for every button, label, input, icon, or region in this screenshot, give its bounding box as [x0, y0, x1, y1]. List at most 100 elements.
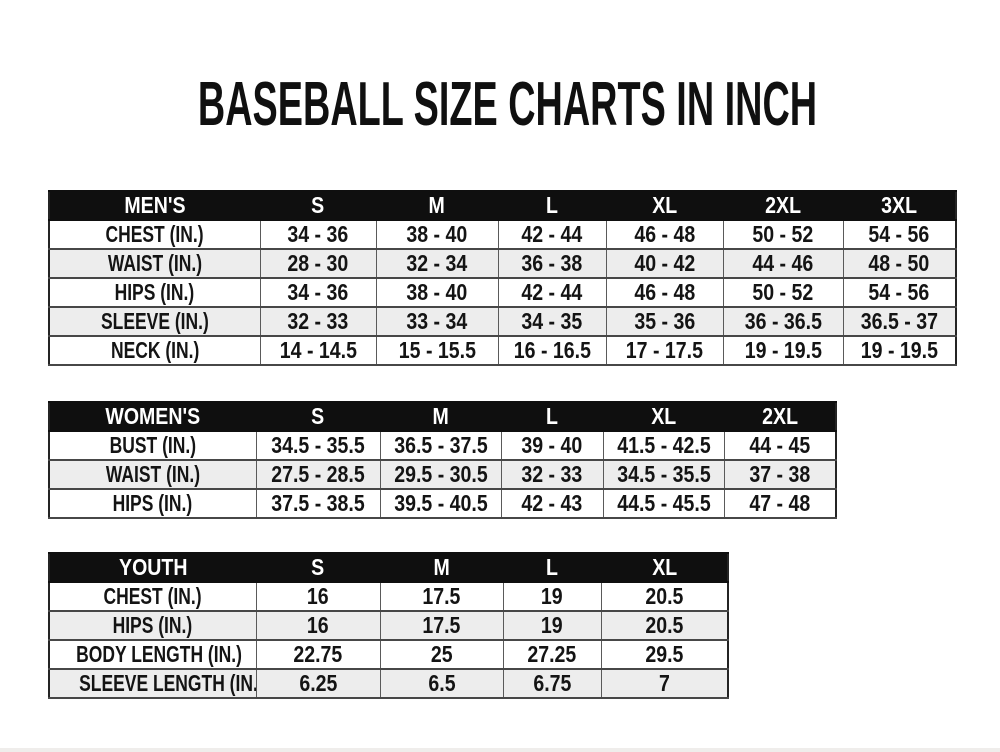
measurement-row: HIPS (IN.) 37.5 - 38.5 39.5 - 40.5 42 - 43 4…	[48, 488, 837, 519]
measurement-label-cell: CHEST (IN.)	[48, 219, 261, 250]
size-value-cell: 29.5	[600, 639, 729, 670]
measurement-label-text: NECK (IN.)	[110, 337, 199, 363]
size-value-text: 6.5	[427, 670, 456, 696]
size-value-text: 36 - 36.5	[744, 308, 822, 334]
measurement-label-cell: SLEEVE (IN.)	[48, 306, 261, 337]
size-value-text: 16 - 16.5	[513, 337, 591, 363]
size-column-header: M	[379, 401, 502, 432]
measurement-label-text: HIPS (IN.)	[112, 490, 193, 516]
size-value-text: 14 - 14.5	[279, 337, 357, 363]
size-value-text: 15 - 15.5	[398, 337, 476, 363]
size-value-text: 34 - 36	[287, 221, 349, 247]
size-column-header: L	[500, 401, 604, 432]
size-value-cell: 6.5	[379, 668, 504, 699]
size-value-cell: 38 - 40	[375, 219, 499, 250]
header-cell-text: MEN'S	[124, 192, 186, 218]
page-title-text: BASEBALL SIZE CHARTS IN INCH	[197, 70, 818, 139]
size-value-cell: 25	[379, 639, 504, 670]
size-value-text: 40 - 42	[634, 250, 695, 276]
size-value-cell: 39 - 40	[500, 430, 604, 461]
table-title-cell: MEN'S	[48, 190, 261, 221]
header-cell-text: L	[546, 403, 558, 429]
size-column-header: M	[375, 190, 499, 221]
size-value-text: 6.25	[298, 670, 338, 696]
header-cell-text: 3XL	[881, 192, 918, 218]
measurement-row: SLEEVE (IN.) 32 - 33 33 - 34 34 - 35 35 - 36…	[48, 306, 957, 337]
size-value-text: 16	[307, 612, 329, 638]
measurement-label-text: SLEEVE LENGTH (IN.)	[79, 670, 256, 696]
size-value-cell: 39.5 - 40.5	[379, 488, 502, 519]
size-value-text: 46 - 48	[634, 279, 695, 305]
size-value-text: 27.25	[527, 641, 577, 667]
size-value-cell: 46 - 48	[605, 219, 724, 250]
size-value-cell: 7	[600, 668, 729, 699]
size-value-text: 6.75	[532, 670, 572, 696]
size-value-text: 25	[430, 641, 453, 667]
size-value-text: 44 - 45	[749, 432, 811, 458]
size-value-cell: 44 - 45	[723, 430, 837, 461]
size-value-cell: 37 - 38	[723, 459, 837, 490]
size-value-text: 37 - 38	[749, 461, 811, 487]
size-value-cell: 35 - 36	[605, 306, 724, 337]
youth-size-table: YOUTH S M L XL CHEST (IN.) 16 17.5 19 20.5 HIPS (I…	[48, 552, 729, 699]
size-value-cell: 27.25	[502, 639, 602, 670]
size-value-cell: 37.5 - 38.5	[255, 488, 381, 519]
size-value-cell: 42 - 44	[497, 219, 607, 250]
header-cell-text: M	[432, 403, 449, 429]
size-table-header-row: WOMEN'S S M L XL 2XL	[48, 401, 837, 432]
size-column-header: XL	[605, 190, 724, 221]
size-value-cell: 14 - 14.5	[259, 335, 377, 366]
size-value-text: 42 - 44	[521, 221, 583, 247]
measurement-label-cell: BUST (IN.)	[48, 430, 257, 461]
size-value-text: 38 - 40	[406, 221, 468, 247]
size-column-header: M	[379, 552, 504, 583]
size-value-text: 28 - 30	[287, 250, 349, 276]
size-value-cell: 22.75	[255, 639, 381, 670]
measurement-row: HIPS (IN.) 16 17.5 19 20.5	[48, 610, 729, 641]
measurement-row: NECK (IN.) 14 - 14.5 15 - 15.5 16 - 16.5 17 …	[48, 335, 957, 366]
size-value-cell: 34.5 - 35.5	[602, 459, 725, 490]
size-value-cell: 19 - 19.5	[722, 335, 844, 366]
header-cell-text: WOMEN'S	[105, 403, 201, 429]
size-value-text: 42 - 44	[521, 279, 583, 305]
size-value-text: 37.5 - 38.5	[271, 490, 365, 516]
header-cell-text: S	[311, 192, 325, 218]
size-value-cell: 6.25	[255, 668, 381, 699]
header-cell-text: XL	[652, 192, 677, 218]
size-value-cell: 50 - 52	[722, 219, 844, 250]
size-value-cell: 15 - 15.5	[375, 335, 499, 366]
measurement-label-cell: WAIST (IN.)	[48, 248, 261, 279]
size-value-cell: 6.75	[502, 668, 602, 699]
size-value-text: 17.5	[422, 612, 461, 638]
size-value-text: 19 - 19.5	[744, 337, 822, 363]
size-value-cell: 33 - 34	[375, 306, 499, 337]
size-value-cell: 32 - 33	[500, 459, 604, 490]
size-value-cell: 16 - 16.5	[497, 335, 607, 366]
size-value-cell: 29.5 - 30.5	[379, 459, 502, 490]
size-value-cell: 46 - 48	[605, 277, 724, 308]
measurement-label-cell: HIPS (IN.)	[48, 277, 261, 308]
size-value-text: 38 - 40	[406, 279, 468, 305]
size-value-cell: 40 - 42	[605, 248, 724, 279]
page-bottom-edge	[0, 748, 1000, 752]
size-value-cell: 36.5 - 37	[842, 306, 957, 337]
size-value-cell: 34 - 36	[259, 219, 377, 250]
size-value-cell: 19	[502, 610, 602, 641]
measurement-label-text: WAIST (IN.)	[105, 461, 200, 487]
size-value-text: 42 - 43	[521, 490, 583, 516]
measurement-label-text: SLEEVE (IN.)	[100, 308, 209, 334]
size-value-cell: 36 - 36.5	[722, 306, 844, 337]
size-value-text: 32 - 34	[406, 250, 468, 276]
size-value-text: 34.5 - 35.5	[616, 461, 711, 487]
size-value-cell: 28 - 30	[259, 248, 377, 279]
size-value-cell: 42 - 44	[497, 277, 607, 308]
size-column-header: 2XL	[722, 190, 844, 221]
measurement-row: WAIST (IN.) 28 - 30 32 - 34 36 - 38 40 - 42 4…	[48, 248, 957, 279]
size-column-header: L	[497, 190, 607, 221]
size-value-text: 32 - 33	[521, 461, 583, 487]
size-value-cell: 20.5	[600, 610, 729, 641]
size-value-text: 47 - 48	[749, 490, 811, 516]
size-value-text: 36.5 - 37.5	[393, 432, 488, 458]
size-value-cell: 34 - 36	[259, 277, 377, 308]
